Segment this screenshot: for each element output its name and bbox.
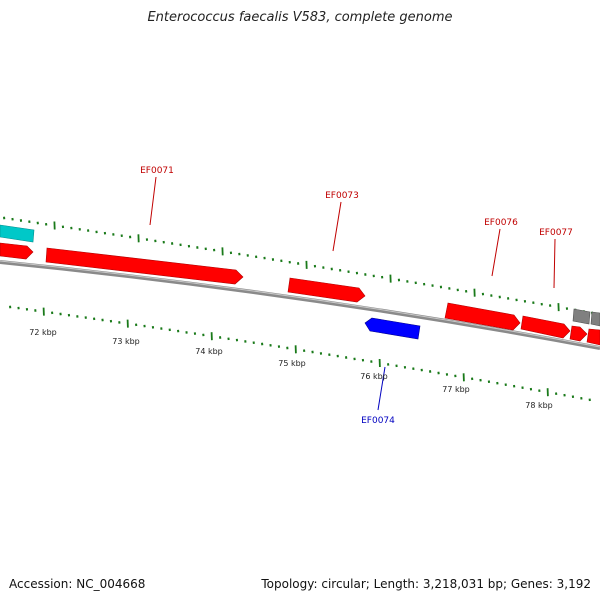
gene-label-ef0074[interactable]: EF0074	[361, 416, 395, 426]
backbone-highlight	[0, 260, 600, 348]
accession-text: Accession: NC_004668	[9, 577, 146, 591]
scale-label-72: 72 kbp	[29, 328, 57, 337]
gene-ef0073[interactable]	[287, 277, 366, 303]
pointer-ef0074	[377, 366, 386, 411]
pointer-ef0071	[149, 176, 157, 226]
genome-title: Enterococcus faecalis V583, complete gen…	[147, 10, 453, 25]
gene-cyan[interactable]	[0, 224, 35, 243]
scale-label-77: 77 kbp	[442, 385, 470, 394]
gene-label-ef0071[interactable]: EF0071	[140, 166, 174, 176]
gene-ef0074[interactable]	[364, 317, 421, 340]
gene-red-right-edge[interactable]	[586, 328, 600, 346]
gene-ef0071[interactable]	[45, 247, 244, 285]
backbone	[0, 260, 600, 350]
gene-gray-1[interactable]	[572, 308, 591, 325]
scale-label-73: 73 kbp	[112, 337, 140, 346]
lower-tick-track	[9, 305, 591, 402]
gene-ef0077[interactable]	[520, 315, 571, 339]
pointer-ef0076	[491, 228, 501, 277]
gene-red-left[interactable]	[0, 242, 34, 260]
gene-label-ef0076[interactable]: EF0076	[484, 218, 518, 228]
scale-label-74: 74 kbp	[195, 347, 223, 356]
scale-label-78: 78 kbp	[525, 401, 553, 410]
pointer-ef0077	[553, 238, 556, 289]
pointer-ef0073	[332, 201, 342, 252]
topology-text: Topology: circular; Length: 3,218,031 bp…	[261, 577, 591, 591]
upper-tick-track	[3, 216, 594, 315]
gene-red-small[interactable]	[569, 325, 588, 342]
gene-label-ef0077[interactable]: EF0077	[539, 228, 573, 238]
scale-label-75: 75 kbp	[278, 359, 306, 368]
gene-gray-2[interactable]	[590, 311, 600, 327]
gene-label-ef0073[interactable]: EF0073	[325, 191, 359, 201]
scale-label-76: 76 kbp	[360, 372, 388, 381]
gene-ef0076[interactable]	[444, 302, 521, 331]
